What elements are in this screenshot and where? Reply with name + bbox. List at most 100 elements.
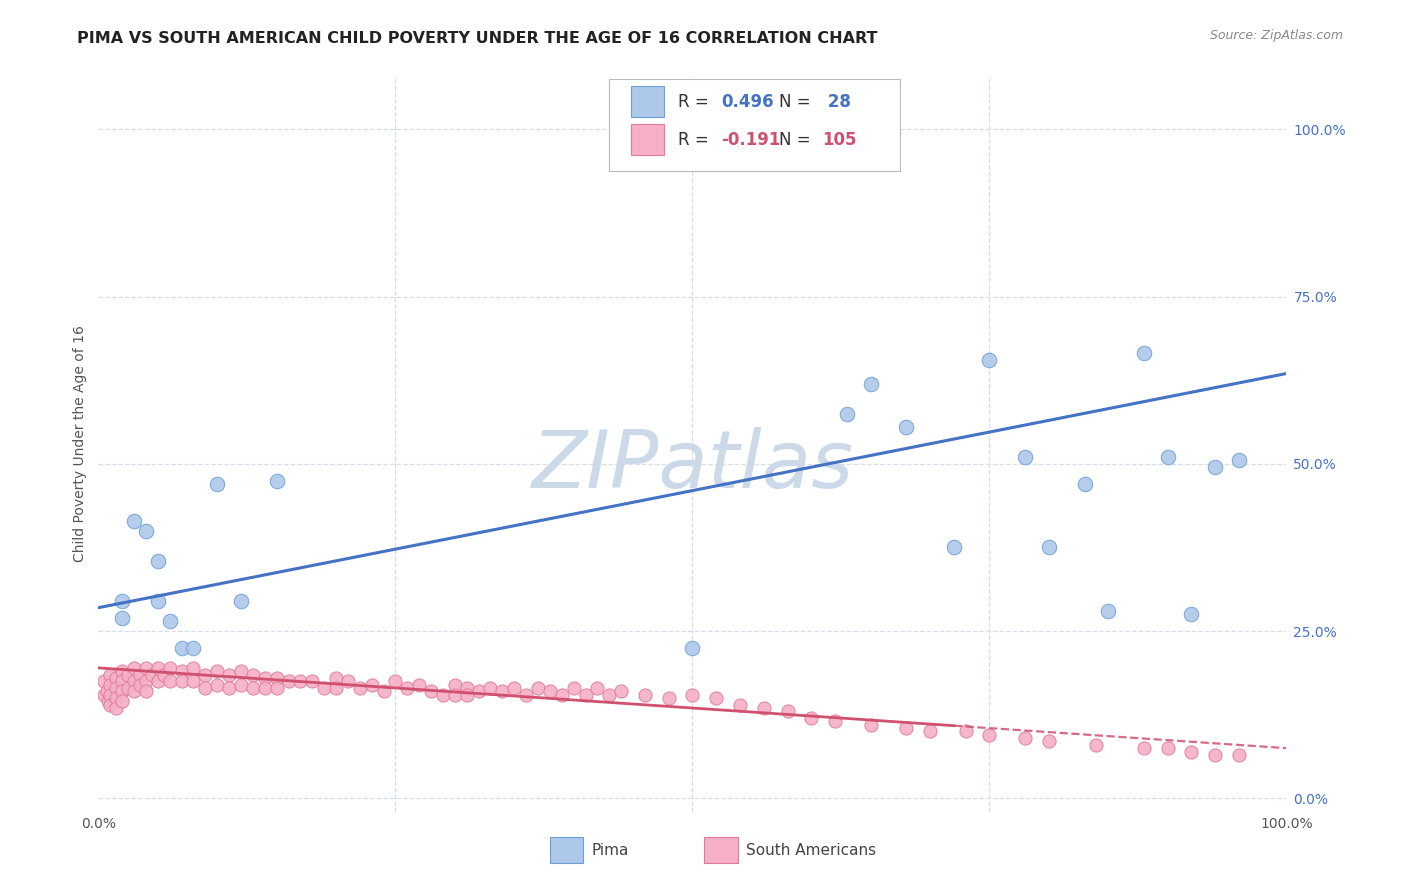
Point xyxy=(266,671,288,685)
Text: Source: ZipAtlas.com: Source: ZipAtlas.com xyxy=(1209,29,1343,42)
Point xyxy=(1085,738,1108,752)
Point xyxy=(105,690,128,705)
Point xyxy=(1204,460,1226,475)
Point xyxy=(467,684,489,698)
Point xyxy=(325,681,347,695)
FancyBboxPatch shape xyxy=(631,124,664,155)
Point xyxy=(538,684,561,698)
FancyBboxPatch shape xyxy=(609,79,900,171)
Point xyxy=(111,674,134,689)
Point xyxy=(1156,450,1178,464)
Point xyxy=(835,115,858,129)
Point xyxy=(1227,453,1250,467)
Point xyxy=(456,688,478,702)
Point xyxy=(93,688,115,702)
Point xyxy=(253,681,276,695)
Point xyxy=(824,714,846,729)
Point xyxy=(336,674,359,689)
Point xyxy=(98,678,121,692)
Point xyxy=(218,667,240,681)
Point xyxy=(681,640,703,655)
Point xyxy=(159,614,181,628)
Point xyxy=(896,420,918,434)
Point xyxy=(129,678,152,692)
Point xyxy=(229,594,252,608)
Point xyxy=(183,674,205,689)
Point xyxy=(146,674,169,689)
Point xyxy=(117,667,139,681)
Text: PIMA VS SOUTH AMERICAN CHILD POVERTY UNDER THE AGE OF 16 CORRELATION CHART: PIMA VS SOUTH AMERICAN CHILD POVERTY UND… xyxy=(77,31,877,46)
Point xyxy=(152,667,174,681)
Point xyxy=(207,678,229,692)
Y-axis label: Child Poverty Under the Age of 16: Child Poverty Under the Age of 16 xyxy=(73,326,87,562)
Point xyxy=(194,681,217,695)
Point xyxy=(1133,346,1156,360)
Point xyxy=(266,474,288,488)
Point xyxy=(117,681,139,695)
Point xyxy=(105,671,128,685)
Point xyxy=(1014,731,1036,746)
Point xyxy=(1038,541,1060,555)
Point xyxy=(170,640,193,655)
Point xyxy=(229,664,252,679)
Point xyxy=(515,688,537,702)
Point xyxy=(111,594,134,608)
Point xyxy=(444,678,467,692)
Point xyxy=(96,684,118,698)
Point xyxy=(349,681,371,695)
Text: N =: N = xyxy=(779,130,815,149)
Point xyxy=(122,684,145,698)
Point xyxy=(562,681,585,695)
Point xyxy=(776,705,799,719)
Point xyxy=(159,661,181,675)
Text: 28: 28 xyxy=(823,93,851,111)
FancyBboxPatch shape xyxy=(631,87,664,117)
Point xyxy=(218,681,240,695)
Point xyxy=(598,688,620,702)
Point xyxy=(752,701,775,715)
Point xyxy=(1180,607,1202,622)
Point xyxy=(290,674,312,689)
Point xyxy=(979,728,1001,742)
Text: ZIPatlas: ZIPatlas xyxy=(531,427,853,505)
Point xyxy=(146,594,169,608)
Point xyxy=(1014,450,1036,464)
Point xyxy=(1204,747,1226,762)
Point xyxy=(194,667,217,681)
Point xyxy=(129,667,152,681)
Point xyxy=(146,554,169,568)
Point xyxy=(384,674,406,689)
Text: N =: N = xyxy=(779,93,815,111)
FancyBboxPatch shape xyxy=(704,838,738,863)
Point xyxy=(408,678,430,692)
Point xyxy=(1227,747,1250,762)
Point xyxy=(93,674,115,689)
Point xyxy=(610,684,633,698)
Point xyxy=(98,698,121,712)
Point xyxy=(183,661,205,675)
Point xyxy=(98,667,121,681)
Point xyxy=(242,681,264,695)
FancyBboxPatch shape xyxy=(550,838,583,863)
Point xyxy=(728,698,751,712)
Point xyxy=(98,688,121,702)
Point xyxy=(896,721,918,735)
Text: Pima: Pima xyxy=(592,843,628,858)
Point xyxy=(122,514,145,528)
Point xyxy=(979,353,1001,368)
Point xyxy=(574,688,596,702)
Point xyxy=(503,681,526,695)
Text: 0.496: 0.496 xyxy=(721,93,773,111)
Point xyxy=(479,681,502,695)
Point xyxy=(122,661,145,675)
Point xyxy=(360,678,382,692)
Point xyxy=(314,681,336,695)
Point xyxy=(800,711,823,725)
Point xyxy=(1097,604,1119,618)
Point xyxy=(242,667,264,681)
Point xyxy=(159,674,181,689)
Point xyxy=(1038,734,1060,748)
Point xyxy=(456,681,478,695)
Point xyxy=(111,664,134,679)
Point xyxy=(105,681,128,695)
